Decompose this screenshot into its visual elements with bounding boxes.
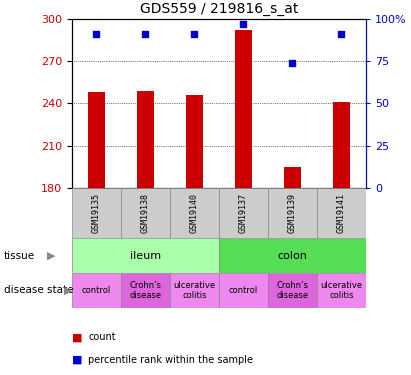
Bar — [235, 30, 252, 188]
Text: count: count — [88, 333, 116, 342]
Bar — [186, 95, 203, 188]
Bar — [333, 102, 350, 188]
Bar — [219, 273, 268, 308]
Bar — [88, 92, 105, 188]
Text: ■: ■ — [72, 333, 83, 342]
Title: GDS559 / 219816_s_at: GDS559 / 219816_s_at — [140, 2, 298, 16]
Bar — [121, 273, 170, 308]
Bar — [219, 188, 268, 238]
Text: GSM19140: GSM19140 — [190, 194, 199, 233]
Bar — [72, 238, 219, 273]
Bar — [317, 273, 366, 308]
Bar — [121, 188, 170, 238]
Bar — [219, 238, 366, 273]
Point — [240, 21, 247, 27]
Point — [93, 31, 100, 37]
Text: disease state: disease state — [4, 285, 74, 295]
Bar — [72, 188, 121, 238]
Text: control: control — [82, 286, 111, 295]
Text: GSM19137: GSM19137 — [239, 194, 248, 233]
Text: colon: colon — [277, 251, 307, 261]
Text: ileum: ileum — [130, 251, 161, 261]
Bar — [137, 91, 154, 188]
Bar — [317, 188, 366, 238]
Text: GSM19141: GSM19141 — [337, 194, 346, 233]
Point — [191, 31, 198, 37]
Text: GSM19139: GSM19139 — [288, 194, 297, 233]
Bar — [170, 273, 219, 308]
Bar — [170, 188, 219, 238]
Text: Crohn’s
disease: Crohn’s disease — [129, 280, 162, 300]
Point — [142, 31, 149, 37]
Text: percentile rank within the sample: percentile rank within the sample — [88, 355, 253, 365]
Point — [338, 31, 344, 37]
Point — [289, 60, 296, 66]
Text: control: control — [229, 286, 258, 295]
Bar — [268, 273, 317, 308]
Bar — [284, 167, 301, 188]
Text: GSM19138: GSM19138 — [141, 194, 150, 233]
Text: Crohn’s
disease: Crohn’s disease — [276, 280, 308, 300]
Text: ■: ■ — [72, 355, 83, 365]
Text: ulcerative
colitis: ulcerative colitis — [173, 280, 215, 300]
Text: ▶: ▶ — [47, 251, 56, 261]
Text: ▶: ▶ — [64, 285, 72, 295]
Text: tissue: tissue — [4, 251, 35, 261]
Text: GSM19135: GSM19135 — [92, 194, 101, 233]
Bar — [72, 273, 121, 308]
Bar — [268, 188, 317, 238]
Text: ulcerative
colitis: ulcerative colitis — [320, 280, 363, 300]
